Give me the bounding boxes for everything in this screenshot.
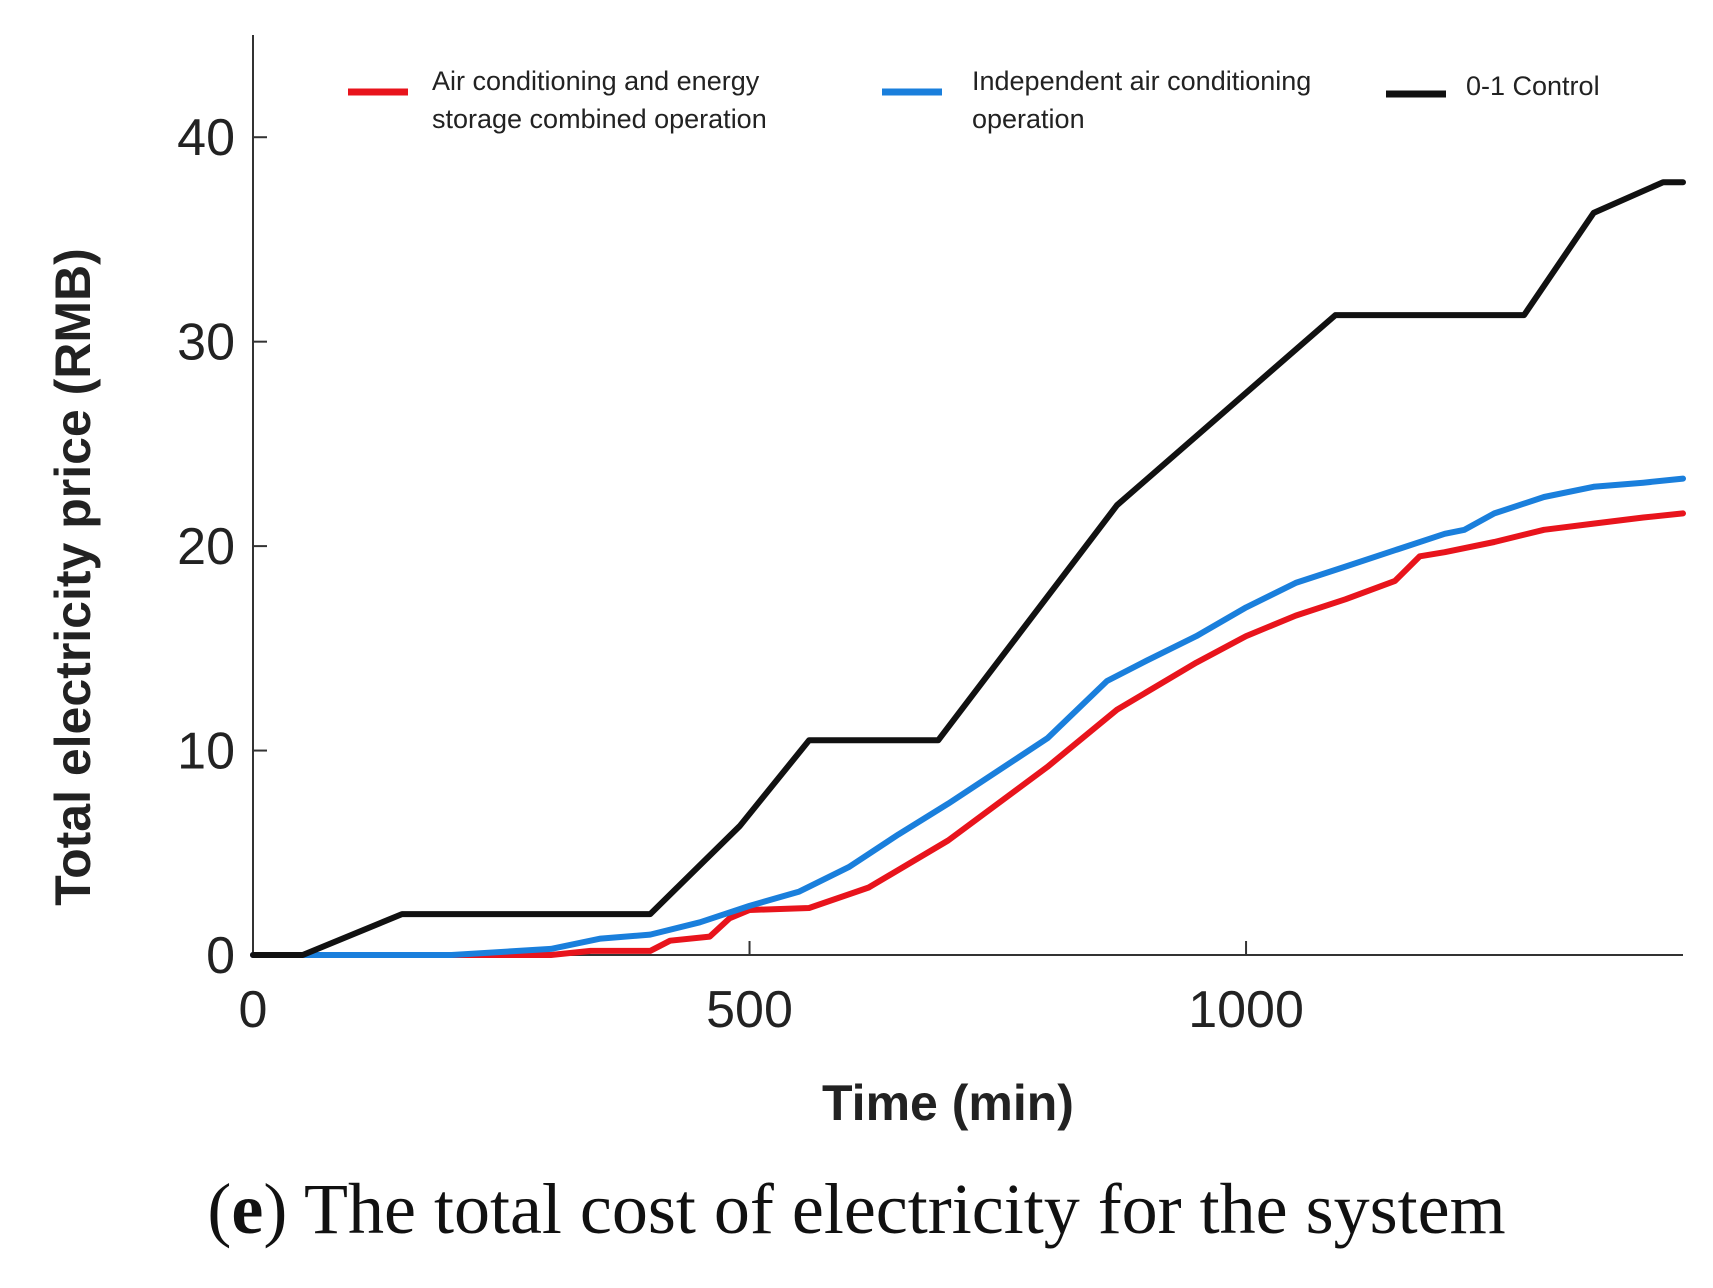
- x-tick-label: 500: [706, 981, 793, 1039]
- y-tick-label: 20: [177, 518, 235, 576]
- series-layer: [250, 179, 1686, 958]
- series-line-2: [250, 179, 1686, 958]
- legend-label-1: operation: [972, 104, 1085, 134]
- legend-label-2: 0-1 Control: [1466, 71, 1600, 101]
- series-line-1: [250, 475, 1686, 958]
- caption-label: e: [231, 1169, 264, 1249]
- legend-label-0: Air conditioning and energy: [432, 66, 760, 96]
- y-axis-title: Total electricity price (RMB): [45, 248, 101, 906]
- legend-label-0: storage combined operation: [432, 104, 767, 134]
- x-tick-label: 1000: [1188, 981, 1304, 1039]
- x-axis-title: Time (min): [822, 1075, 1074, 1131]
- figure-caption: (e) The total cost of electricity for th…: [207, 1169, 1506, 1249]
- y-tick-label: 40: [177, 109, 235, 167]
- y-tick-label: 0: [206, 927, 235, 985]
- axes: 0 10 20 30 40 0 500 1000: [177, 35, 1683, 1039]
- y-tick-label: 30: [177, 314, 235, 372]
- x-tick-label: 0: [239, 981, 268, 1039]
- legend: Air conditioning and energy storage combi…: [348, 66, 1600, 134]
- y-tick-label: 10: [177, 723, 235, 781]
- series-line-0: [250, 510, 1686, 958]
- legend-label-1: Independent air conditioning: [972, 66, 1311, 96]
- caption-text: The total cost of electricity for the sy…: [287, 1169, 1506, 1249]
- chart: 0 10 20 30 40 0 500 1000 Air conditioning and e…: [45, 35, 1686, 1131]
